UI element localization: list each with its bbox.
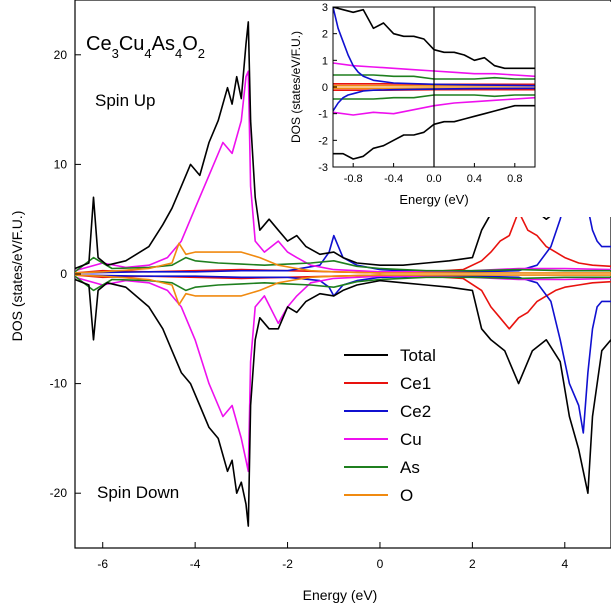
inset-x-axis-label: Energy (eV) bbox=[399, 192, 468, 207]
y-axis-label: DOS (states/eV/F.U.) bbox=[9, 211, 25, 342]
chart-title: Ce3Cu4As4O2 bbox=[86, 33, 205, 61]
inset-background bbox=[285, 2, 611, 217]
inset-x-tick-label: 0.4 bbox=[467, 173, 482, 185]
x-tick-label: -2 bbox=[282, 557, 293, 571]
series-cu-spin-down bbox=[75, 275, 611, 473]
y-tick-label: 20 bbox=[54, 48, 68, 62]
inset-y-tick-label: -3 bbox=[318, 162, 328, 174]
inset-y-tick-label: -2 bbox=[318, 135, 328, 147]
x-tick-label: -6 bbox=[97, 557, 108, 571]
series-ce2-spin-down bbox=[75, 274, 611, 434]
y-tick-label: 0 bbox=[60, 267, 67, 281]
legend: Total Ce1 Ce2 Cu As O bbox=[344, 346, 436, 505]
legend-label-total: Total bbox=[400, 346, 436, 365]
series-ce1-spin-up bbox=[75, 210, 611, 274]
y-tick-label: -20 bbox=[50, 486, 68, 500]
legend-label-o: O bbox=[400, 486, 413, 505]
x-axis-label: Energy (eV) bbox=[303, 587, 378, 603]
main-series-group bbox=[75, 21, 611, 527]
x-tick-label: -4 bbox=[190, 557, 201, 571]
inset-y-tick-label: -1 bbox=[318, 109, 328, 121]
x-tick-label: 4 bbox=[561, 557, 568, 571]
legend-label-ce1: Ce1 bbox=[400, 374, 431, 393]
x-tick-label: 0 bbox=[377, 557, 384, 571]
inset-y-tick-label: 0 bbox=[322, 82, 328, 94]
legend-label-as: As bbox=[400, 458, 420, 477]
inset-y-tick-label: 2 bbox=[322, 29, 328, 41]
inset-y-tick-label: 1 bbox=[322, 55, 328, 67]
legend-label-ce2: Ce2 bbox=[400, 402, 431, 421]
series-cu-spin-up bbox=[75, 70, 611, 273]
inset-series-ce2-spin-up bbox=[333, 7, 535, 87]
spin-down-label: Spin Down bbox=[97, 483, 179, 502]
series-o-spin-up bbox=[75, 242, 611, 274]
inset-series-ce2-spin-down bbox=[333, 87, 535, 112]
spin-up-label: Spin Up bbox=[95, 91, 155, 110]
legend-label-cu: Cu bbox=[400, 430, 422, 449]
inset-y-axis-label: DOS (states/eV/F.U.) bbox=[289, 31, 303, 143]
x-tick-label: 2 bbox=[469, 557, 476, 571]
inset-y-tick-label: 3 bbox=[322, 2, 328, 14]
inset-x-tick-label: -0.4 bbox=[384, 173, 403, 185]
y-tick-label: -10 bbox=[50, 377, 68, 391]
y-tick-label: 10 bbox=[54, 157, 68, 171]
series-o-spin-down bbox=[75, 274, 611, 306]
inset-x-tick-label: -0.8 bbox=[344, 173, 363, 185]
series-ce1-spin-down bbox=[75, 274, 611, 330]
inset-x-tick-label: 0.0 bbox=[426, 173, 441, 185]
inset-x-tick-label: 0.8 bbox=[507, 173, 522, 185]
inset-plot: -0.8 -0.4 0.0 0.4 0.8 -3 -2 -1 0 1 2 3 Energy (eV) DO… bbox=[285, 2, 611, 217]
series-total-spin-down bbox=[75, 278, 611, 527]
